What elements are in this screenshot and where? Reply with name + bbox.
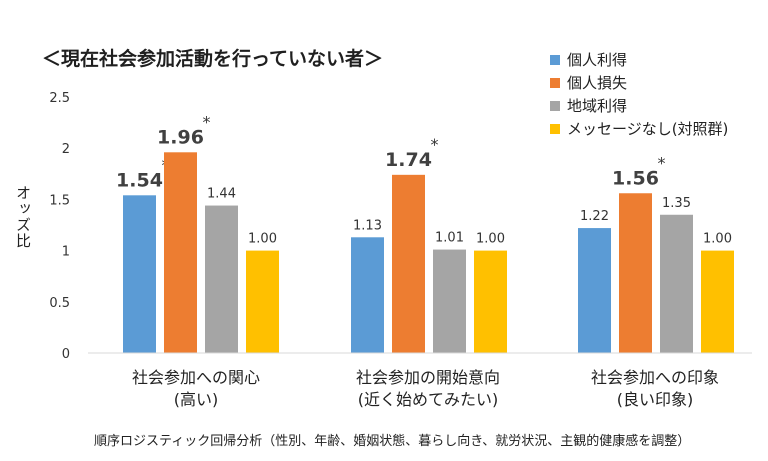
category-label-impression: 社会参加への印象 (良い印象) — [545, 367, 765, 411]
legend-label: メッセージなし(対照群) — [567, 120, 729, 138]
legend-swatch — [550, 123, 560, 134]
category-label-line2: (近く始めてみたい) — [357, 390, 499, 409]
data-label: 1.96 — [157, 126, 204, 148]
bar — [433, 249, 466, 353]
legend-label: 地域利得 — [567, 97, 628, 115]
category-label-line2: (良い印象) — [616, 390, 694, 409]
data-label: 1.00 — [703, 232, 732, 247]
legend-swatch — [550, 77, 560, 88]
bar — [660, 214, 693, 353]
y-axis-label: オッズ比 — [14, 185, 32, 249]
data-label: 1.00 — [248, 232, 277, 247]
y-tick-label: 2.5 — [49, 91, 70, 106]
bar — [701, 250, 734, 353]
y-tick-label: 0 — [62, 347, 70, 362]
data-label: 1.56 — [612, 167, 659, 189]
bar — [164, 152, 197, 353]
bar — [619, 193, 652, 353]
bar — [351, 237, 384, 353]
significance-marker: * — [203, 112, 211, 131]
legend-item-no-message: メッセージなし(対照群) — [550, 117, 728, 140]
y-tick-label: 2 — [62, 142, 70, 157]
legend: 個人利得 個人損失 地域利得 メッセージなし(対照群) — [550, 48, 728, 140]
y-tick-label: 1.5 — [49, 193, 70, 208]
y-tick-label: 0.5 — [49, 296, 70, 311]
footnote: 順序ロジスティック回帰分析（性別、年齢、婚姻状態、暮らし向き、就労状況、主観的健… — [94, 434, 691, 449]
y-tick-label: 1 — [62, 245, 70, 260]
data-label: 1.54 — [116, 169, 163, 191]
legend-label: 個人損失 — [567, 74, 628, 92]
significance-marker: * — [431, 135, 439, 154]
bar — [578, 228, 611, 353]
legend-swatch — [550, 100, 560, 111]
bar — [392, 174, 425, 353]
bar — [123, 195, 156, 353]
legend-item-personal-gain: 個人利得 — [550, 48, 728, 71]
legend-item-community-gain: 地域利得 — [550, 94, 728, 117]
bar — [474, 250, 507, 353]
chart-title: ＜現在社会参加活動を行っていない者＞ — [42, 48, 384, 70]
data-label: 1.13 — [353, 218, 382, 233]
data-label: 1.01 — [435, 231, 464, 246]
data-label: 1.44 — [207, 187, 236, 202]
data-label: 1.35 — [662, 196, 691, 211]
category-label-interest: 社会参加への関心 (高い) — [86, 367, 306, 411]
legend-label: 個人利得 — [567, 51, 628, 69]
category-label-line2: (高い) — [173, 390, 219, 409]
category-label-line1: 社会参加への印象 — [590, 368, 719, 387]
data-label: 1.74 — [385, 149, 432, 171]
legend-swatch — [550, 54, 560, 65]
category-label-line1: 社会参加の開始意向 — [355, 368, 500, 387]
category-label-intention: 社会参加の開始意向 (近く始めてみたい) — [318, 367, 538, 411]
bar — [205, 205, 238, 353]
bar — [246, 250, 279, 353]
legend-item-personal-loss: 個人損失 — [550, 71, 728, 94]
data-label: 1.00 — [476, 232, 505, 247]
significance-marker: * — [658, 153, 666, 172]
category-label-line1: 社会参加への関心 — [131, 368, 260, 387]
data-label: 1.22 — [580, 209, 609, 224]
